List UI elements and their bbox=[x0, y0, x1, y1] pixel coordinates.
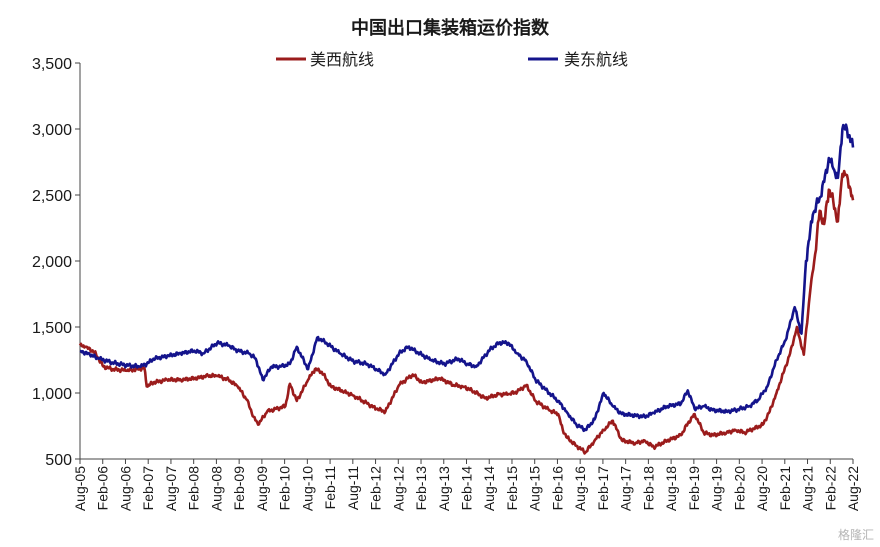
y-tick-label: 1,000 bbox=[32, 386, 72, 403]
legend: 美西航线 美东航线 bbox=[276, 50, 628, 69]
x-tick-label: Aug-10 bbox=[299, 466, 315, 511]
x-tick-label: Feb-06 bbox=[95, 466, 111, 511]
x-tick-label: Feb-09 bbox=[231, 466, 247, 511]
x-tick-label: Feb-13 bbox=[413, 466, 429, 511]
x-tick-label: Feb-18 bbox=[640, 466, 656, 511]
x-tick-label: Aug-18 bbox=[663, 466, 679, 511]
x-tick-label: Aug-22 bbox=[845, 466, 861, 511]
x-tick-label: Feb-08 bbox=[186, 466, 202, 511]
x-tick-label: Aug-12 bbox=[390, 466, 406, 511]
chart-title: 中国出口集装箱运价指数 bbox=[351, 17, 550, 39]
legend-label-east: 美东航线 bbox=[564, 50, 628, 69]
x-tick-label: Feb-15 bbox=[504, 466, 520, 511]
x-tick-label: Aug-17 bbox=[618, 466, 634, 511]
x-tick-label: Aug-16 bbox=[572, 466, 588, 511]
x-axis: Aug-05 Feb-06 Aug-06 Feb-07 Aug-07 Feb-08 Aug-… bbox=[72, 458, 861, 511]
y-tick-label: 3,000 bbox=[32, 122, 72, 139]
y-tick-label: 2,000 bbox=[32, 254, 72, 271]
series-line-east bbox=[79, 123, 855, 433]
y-tick-label: 3,500 bbox=[32, 56, 72, 73]
x-tick-label: Feb-17 bbox=[595, 466, 611, 511]
y-tick-label: 500 bbox=[45, 452, 72, 469]
x-tick-label: Aug-11 bbox=[345, 466, 361, 510]
watermark-text: 格隆汇 bbox=[837, 528, 874, 542]
x-tick-label: Aug-19 bbox=[709, 466, 725, 511]
y-axis: 500 1,000 1,500 2,000 2,500 3,000 3,500 bbox=[32, 56, 81, 469]
legend-label-west: 美西航线 bbox=[310, 50, 374, 69]
x-tick-label: Feb-20 bbox=[731, 466, 747, 511]
x-tick-label: Aug-15 bbox=[527, 466, 543, 511]
x-tick-label: Aug-06 bbox=[117, 466, 133, 511]
y-tick-label: 1,500 bbox=[32, 320, 72, 337]
x-tick-label: Aug-05 bbox=[72, 466, 88, 511]
x-tick-label: Aug-09 bbox=[254, 466, 270, 511]
x-tick-label: Feb-07 bbox=[140, 466, 156, 511]
series-layer bbox=[78, 123, 855, 455]
x-tick-label: Feb-12 bbox=[368, 466, 384, 511]
x-tick-label: Aug-13 bbox=[436, 466, 452, 511]
x-tick-label: Feb-19 bbox=[686, 466, 702, 511]
x-tick-label: Aug-08 bbox=[208, 466, 224, 511]
x-tick-label: Aug-21 bbox=[800, 466, 816, 511]
x-tick-label: Feb-21 bbox=[777, 466, 793, 511]
y-tick-label: 2,500 bbox=[32, 188, 72, 205]
x-tick-label: Feb-22 bbox=[822, 466, 838, 511]
x-tick-label: Aug-14 bbox=[481, 466, 497, 511]
x-tick-label: Aug-07 bbox=[163, 466, 179, 511]
x-tick-label: Aug-20 bbox=[754, 466, 770, 511]
x-tick-label: Feb-10 bbox=[277, 466, 293, 511]
x-tick-label: Feb-14 bbox=[459, 466, 475, 511]
series-line-west bbox=[78, 169, 855, 455]
x-tick-label: Feb-11 bbox=[322, 466, 338, 510]
x-tick-label: Feb-16 bbox=[549, 466, 565, 511]
